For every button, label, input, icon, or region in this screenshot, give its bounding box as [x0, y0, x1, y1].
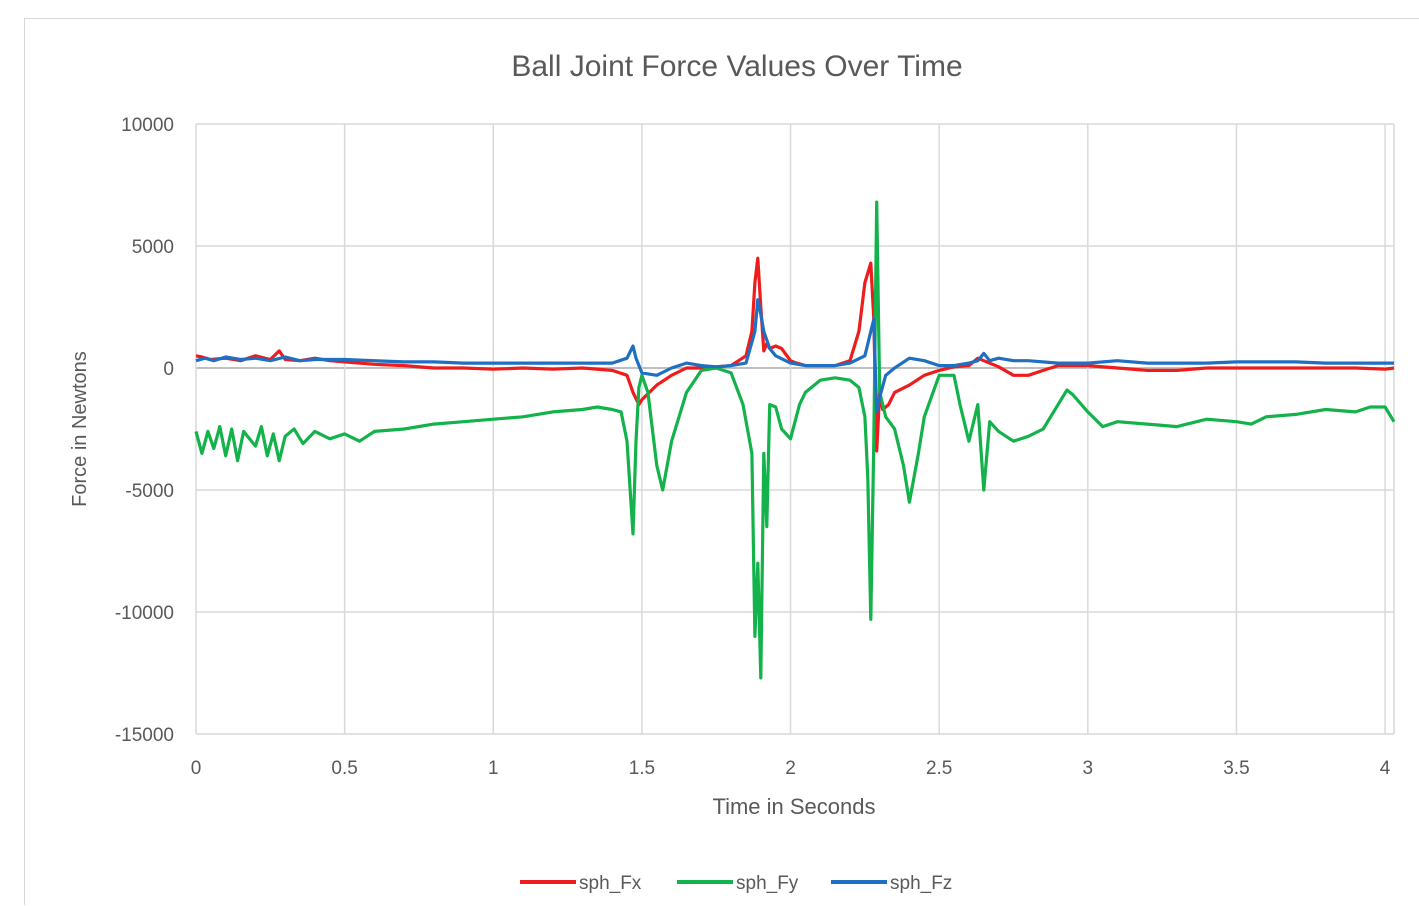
y-axis-label: Force in Newtons: [69, 351, 91, 507]
legend: sph_Fx sph_Fy sph_Fz: [520, 873, 952, 894]
y-tick-label: 0: [163, 359, 174, 380]
x-tick-label: 0: [191, 758, 202, 779]
x-tick-label: 0.5: [331, 758, 357, 779]
y-tick-label: 5000: [132, 237, 174, 258]
chart-svg: Ball Joint Force Values Over Time 10000 5…: [69, 50, 1396, 894]
series-line-sph-fy: [194, 200, 1396, 680]
series-line-sph-fz: [195, 298, 1394, 414]
y-tick-label: -5000: [125, 481, 174, 502]
x-tick-label: 4: [1380, 758, 1391, 779]
series-lines: [194, 200, 1396, 680]
y-tick-label: 10000: [121, 115, 174, 136]
x-tick-label: 2: [785, 758, 796, 779]
x-axis-ticks: 0 0.5 1 1.5 2 2.5 3 3.5 4: [191, 758, 1391, 779]
series-line-sph-fx: [195, 256, 1395, 453]
x-axis-label: Time in Seconds: [712, 794, 875, 819]
legend-label: sph_Fx: [579, 873, 642, 894]
grid-lines: [195, 123, 1395, 735]
chart-title: Ball Joint Force Values Over Time: [511, 50, 962, 83]
y-tick-label: -10000: [115, 603, 174, 624]
x-tick-label: 3.5: [1223, 758, 1249, 779]
chart-area: Ball Joint Force Values Over Time 10000 5…: [24, 18, 1419, 905]
x-tick-label: 1.5: [629, 758, 655, 779]
x-tick-label: 3: [1083, 758, 1094, 779]
y-axis-ticks: 10000 5000 0 -5000 -10000 -15000: [115, 115, 174, 746]
legend-label: sph_Fz: [890, 873, 952, 894]
x-tick-label: 2.5: [926, 758, 952, 779]
y-tick-label: -15000: [115, 725, 174, 746]
x-tick-label: 1: [488, 758, 499, 779]
legend-label: sph_Fy: [736, 873, 799, 894]
